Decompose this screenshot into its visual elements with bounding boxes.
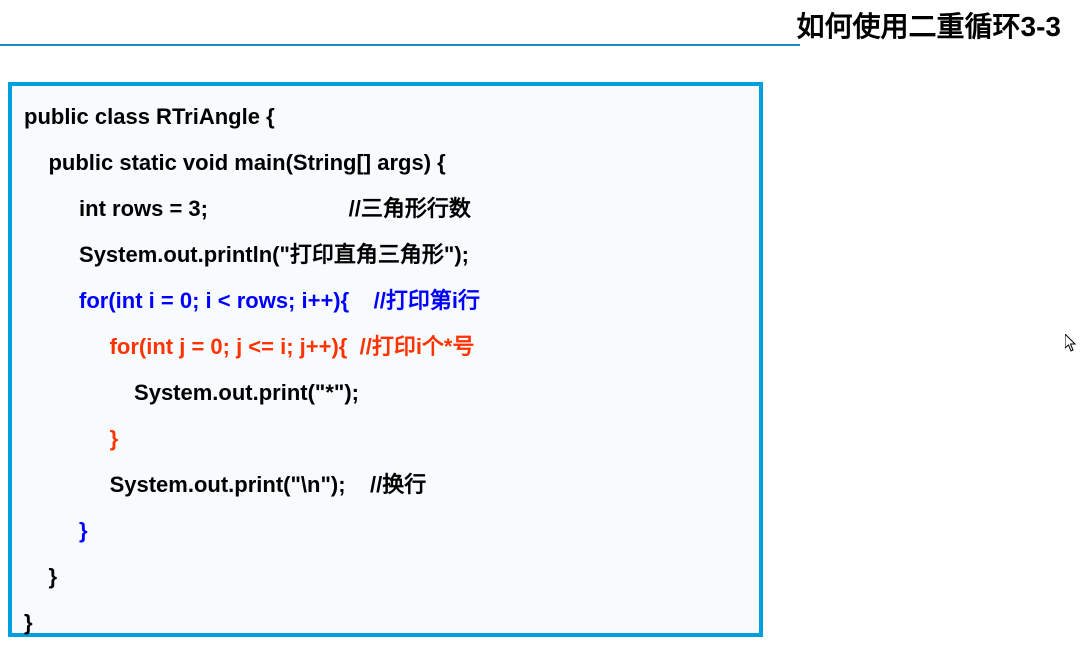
code-line-11: }: [24, 554, 747, 600]
slide-header: 如何使用二重循环3-3: [0, 0, 1091, 60]
code-line-4: System.out.println("打印直角三角形");: [24, 232, 747, 278]
code-line-7: System.out.print("*");: [24, 370, 747, 416]
cursor-icon: [1065, 334, 1079, 359]
header-rule: [0, 44, 800, 46]
code-line-5: for(int i = 0; i < rows; i++){ //打印第i行: [24, 278, 747, 324]
code-line-10: }: [24, 508, 747, 554]
code-line-6: for(int j = 0; j <= i; j++){ //打印i个*号: [24, 324, 747, 370]
slide-title: 如何使用二重循环3-3: [797, 5, 1061, 45]
code-block: public class RTriAngle { public static v…: [8, 82, 763, 637]
code-line-12: }: [24, 600, 747, 646]
code-line-3: int rows = 3; //三角形行数: [24, 186, 747, 232]
code-line-9: System.out.print("\n"); //换行: [24, 462, 747, 508]
code-line-8: }: [24, 416, 747, 462]
code-line-2: public static void main(String[] args) {: [24, 140, 747, 186]
code-line-1: public class RTriAngle {: [24, 94, 747, 140]
